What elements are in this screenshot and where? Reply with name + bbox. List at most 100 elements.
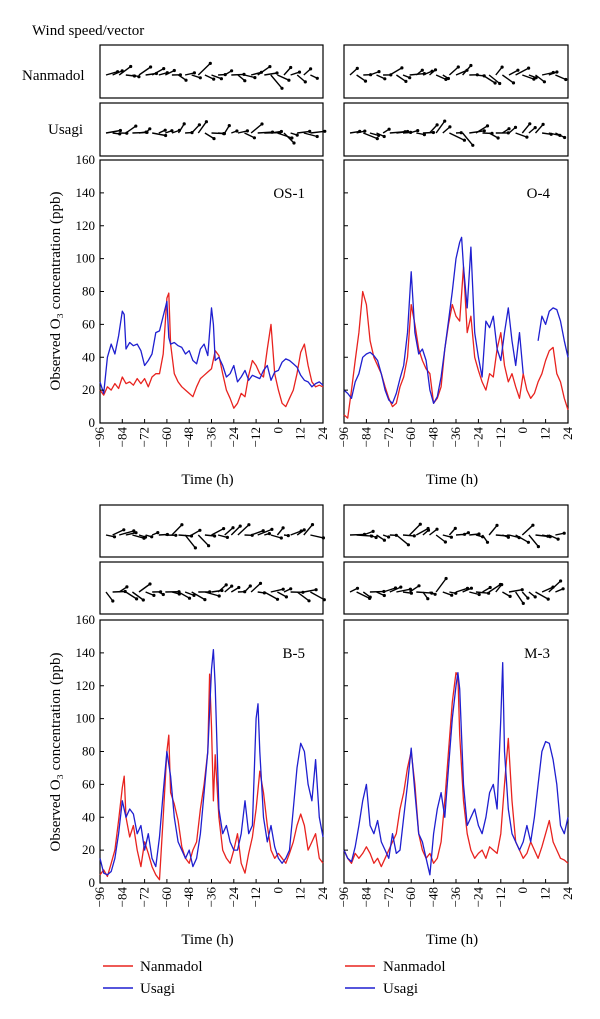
wind-vector — [204, 534, 215, 537]
wind-vector-head — [308, 129, 312, 133]
wind-vector-head — [526, 596, 530, 600]
x-tick-label: 24 — [315, 427, 330, 441]
wind-vector — [356, 534, 372, 537]
x-tick-label: −84 — [114, 427, 129, 448]
x-tick-label: 12 — [538, 427, 553, 440]
wind-vector-head — [408, 587, 412, 591]
x-tick-label: −96 — [336, 427, 351, 448]
wind-vector — [435, 74, 447, 81]
wind-vector-head — [533, 126, 537, 130]
wind-vector-head — [295, 133, 299, 137]
x-tick-label: −24 — [226, 427, 241, 448]
wind-vector — [515, 67, 529, 76]
wind-vector — [125, 125, 137, 134]
y-tick-label: 80 — [82, 284, 95, 299]
wind-vector — [237, 524, 250, 536]
wind-vector — [270, 534, 282, 539]
wind-vector-head — [466, 531, 470, 535]
wind-vector — [230, 525, 241, 536]
wind-vector — [217, 534, 228, 539]
wind-vector — [105, 129, 121, 134]
wind-vector-head — [286, 534, 290, 538]
wind-vector-head — [526, 540, 531, 544]
wind-vector-head — [267, 532, 271, 536]
y-tick-label: 100 — [76, 711, 96, 726]
wind-vector-head — [443, 119, 447, 123]
wind-vector — [501, 74, 514, 84]
y-tick-label: 160 — [76, 612, 96, 627]
x-tick-label: −48 — [181, 887, 196, 907]
wind-vector-head — [149, 65, 153, 69]
wind-vector — [177, 123, 185, 134]
wind-vector-head — [444, 576, 448, 581]
wind-vector-head — [449, 535, 453, 539]
x-tick-label: −84 — [358, 427, 373, 448]
x-tick-label: 24 — [315, 887, 330, 901]
wind-vector — [369, 70, 380, 76]
wind-vector-head — [322, 598, 326, 602]
wind-vector-head — [495, 523, 499, 528]
wind-vector-head — [292, 141, 296, 145]
wind-vector — [435, 534, 446, 543]
x-axis-title: Time (h) — [426, 932, 478, 948]
wind-vector — [270, 588, 284, 593]
wind-vector — [534, 123, 544, 134]
wind-vector-head — [227, 124, 231, 128]
wind-vector-head — [498, 81, 502, 86]
wind-vector-head — [137, 75, 141, 79]
x-tick-label: 0 — [515, 887, 530, 894]
wind-vector-head — [279, 536, 283, 540]
wind-vector-head — [412, 534, 416, 538]
wind-vector-head — [511, 81, 516, 85]
y-tick-label: 20 — [82, 842, 95, 857]
wind-vector-head — [323, 129, 327, 133]
wind-vector-head — [182, 122, 186, 126]
wind-vector-head — [290, 136, 294, 140]
wind-vector-head — [546, 597, 550, 601]
wind-vector — [475, 591, 489, 594]
wind-vector — [105, 71, 118, 76]
x-tick-label: −72 — [381, 887, 396, 907]
wind-vector-head — [387, 127, 391, 131]
wind-vector — [482, 74, 496, 84]
wind-vector — [270, 74, 283, 89]
wind-vector — [138, 66, 151, 76]
wind-vector — [264, 72, 278, 76]
wind-vector-head — [235, 129, 239, 133]
wind-vector — [118, 65, 132, 76]
wind-vector-head — [542, 80, 547, 84]
x-tick-label: −48 — [426, 427, 441, 447]
x-tick-label: −96 — [336, 887, 351, 908]
chart-panel-o-4: −96 −84 −72 −60 −48 −36 −24 −12 0 12 24 O-4 Time (h) — [336, 159, 575, 488]
wind-vector — [197, 534, 210, 547]
wind-vector-head — [417, 584, 421, 588]
wind-vector-head — [531, 523, 535, 527]
wind-vector-head — [162, 67, 166, 71]
wind-vector-head — [230, 584, 234, 588]
wind-vector-head — [161, 592, 165, 597]
wind-vector-head — [258, 581, 263, 586]
wind-vector-head — [219, 77, 223, 81]
wind-vector-head — [174, 533, 178, 537]
wind-vector — [508, 69, 519, 76]
wind-vector-head — [231, 526, 235, 530]
wind-vector-head — [363, 79, 368, 83]
wind-vector — [521, 123, 531, 134]
wind-vector-head — [143, 535, 148, 539]
wind-vector — [469, 591, 480, 596]
wind-vector — [349, 67, 358, 76]
wind-vector — [164, 69, 175, 76]
wind-vector-head — [315, 76, 319, 80]
wind-vector-head — [469, 63, 473, 68]
wind-vector-head — [444, 77, 448, 81]
wind-vector-head — [118, 128, 122, 133]
wind-vector — [409, 585, 420, 593]
wind-vector — [257, 66, 271, 76]
wind-vector-head — [122, 528, 126, 532]
wind-strip-os1-usagi — [99, 102, 324, 157]
wind-vector-head — [225, 535, 229, 540]
wind-vector — [310, 130, 325, 134]
wind-vector-head — [203, 598, 207, 602]
